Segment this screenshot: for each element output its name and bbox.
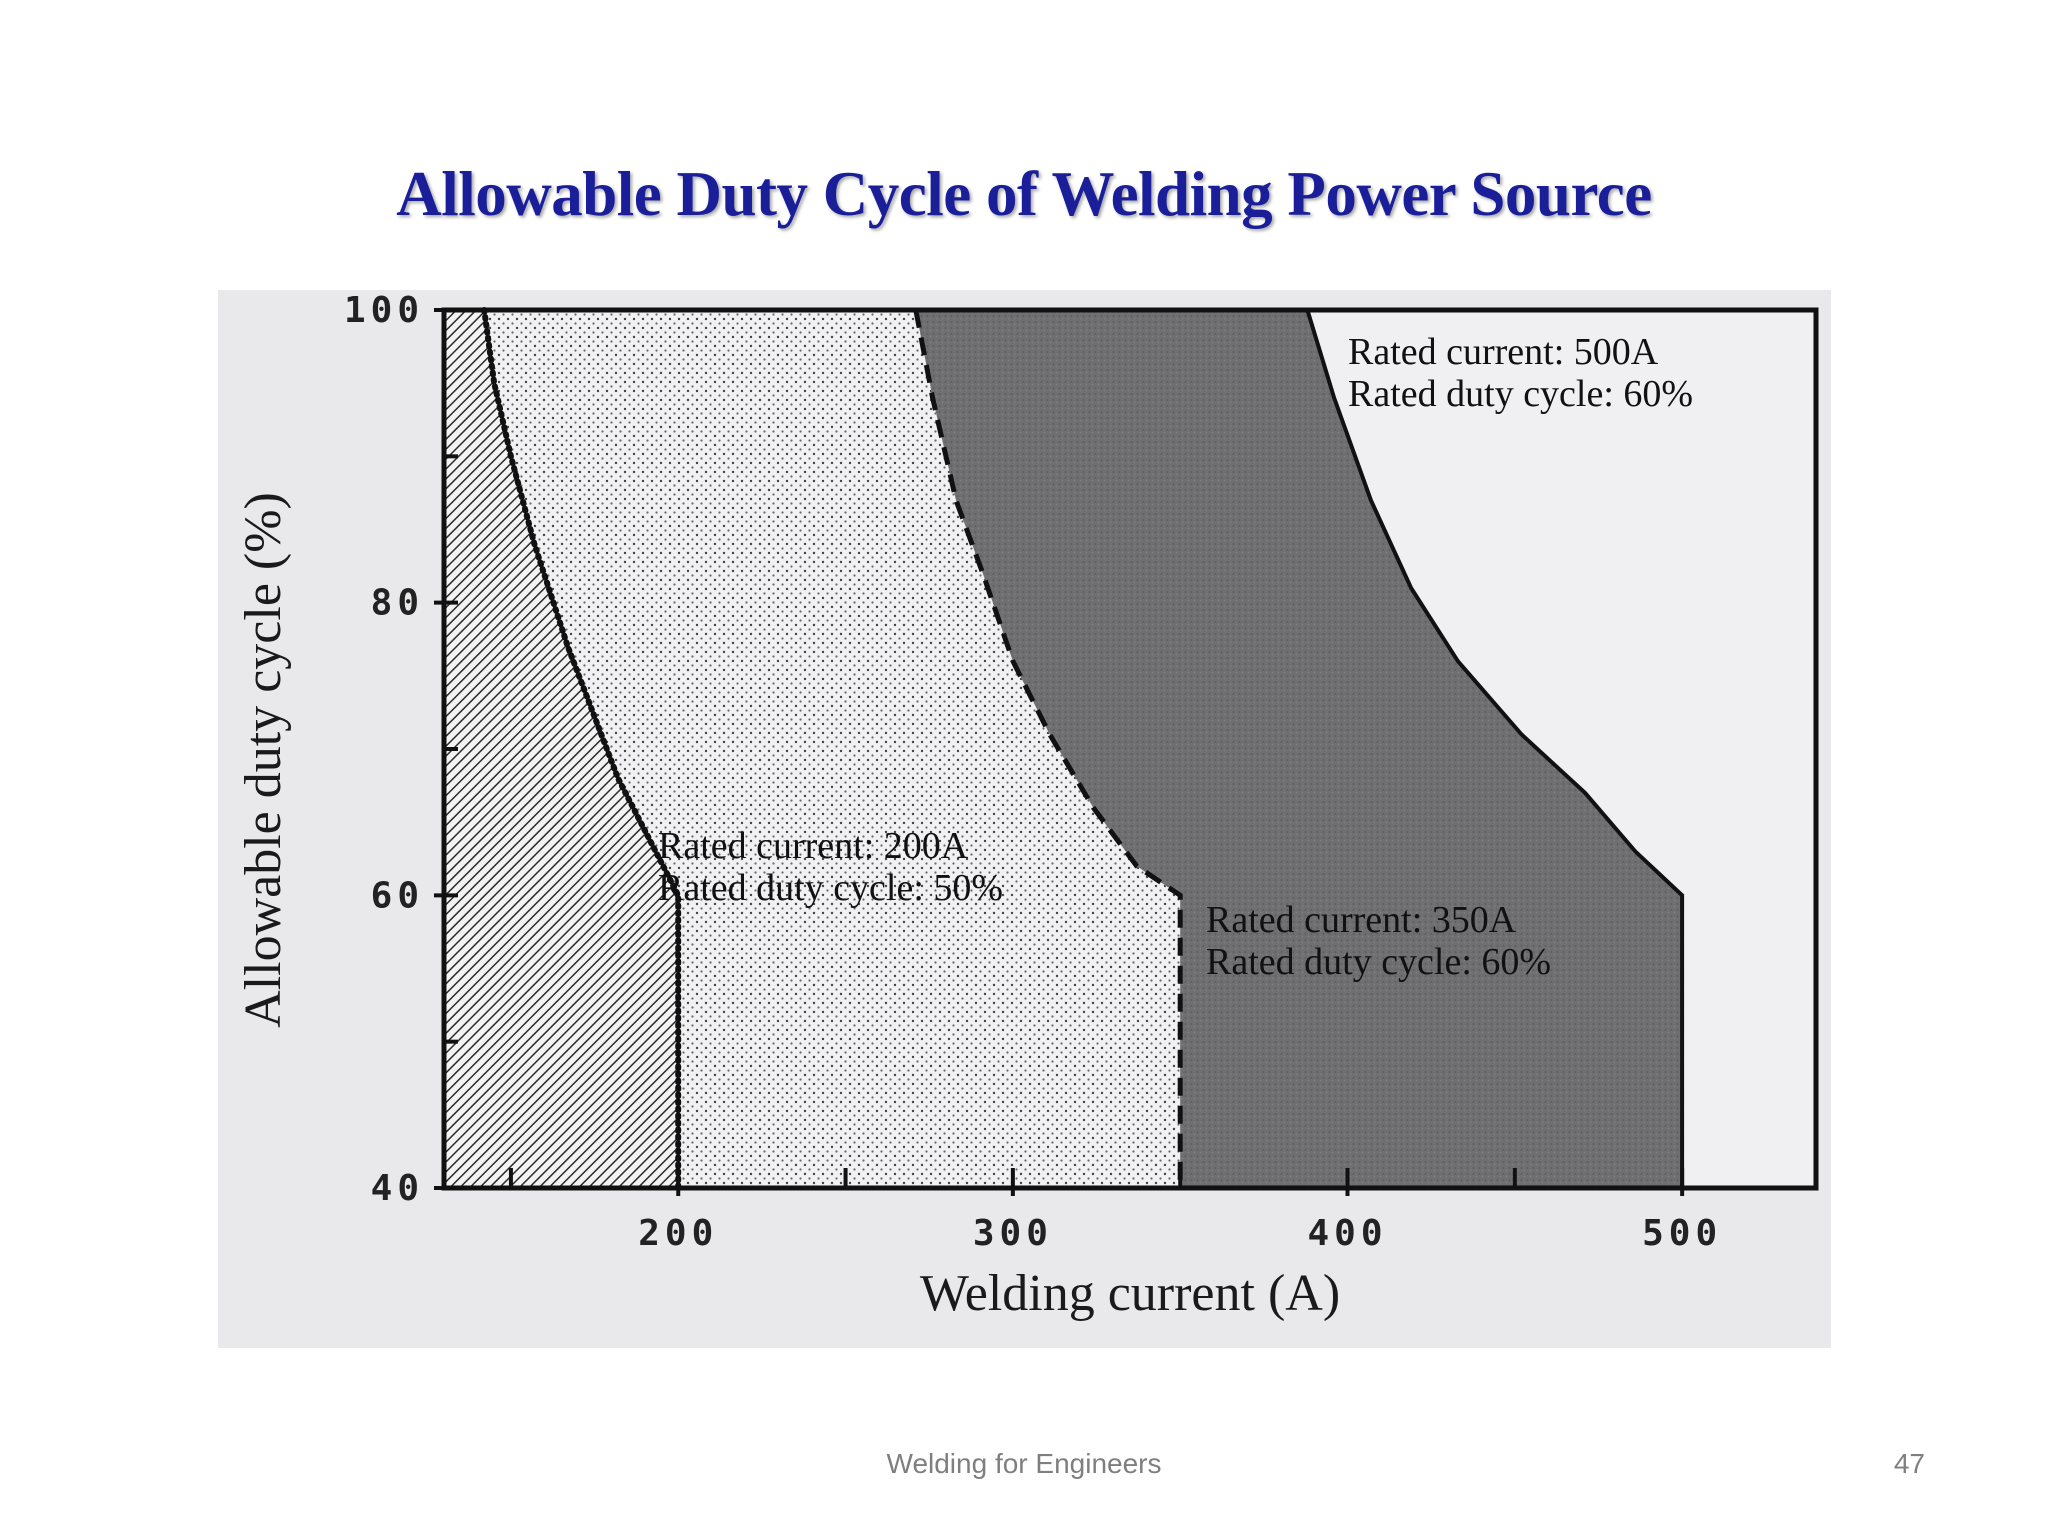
chart-figure: 40 60 80 100 200 300 400 500 Welding current (A)… [218, 290, 1831, 1348]
region-200A [444, 310, 679, 1188]
curve-500A [1305, 309, 1685, 1188]
region-500A [915, 310, 1683, 1188]
y-tick-label: 60 [371, 875, 424, 916]
x-tick-label: 500 [1642, 1213, 1722, 1254]
slide-footer: Welding for Engineers [886, 1448, 1162, 1479]
chart-regions [444, 310, 1816, 1188]
y-tick-label: 40 [371, 1168, 424, 1209]
region-350A [484, 310, 1181, 1188]
curve-350A [913, 309, 1183, 1188]
y-tick-label: 80 [371, 583, 424, 624]
chart-curves [481, 307, 1685, 1191]
y-axis-label: Allowable duty cycle (%) [235, 492, 292, 1028]
x-tick-label: 200 [638, 1213, 718, 1254]
page-number: 47 [1893, 1448, 1925, 1479]
annotation-200A-duty: Rated duty cycle: 50% [658, 867, 1003, 909]
x-tick-label: 300 [973, 1213, 1053, 1254]
duty-cycle-chart: 40 60 80 100 200 300 400 500 Welding current (A)… [235, 290, 1819, 1322]
annotation-200A-current: Rated current: 200A [658, 825, 969, 867]
curve-200A [481, 307, 682, 1191]
annotation-500A-duty: Rated duty cycle: 60% [1348, 373, 1693, 415]
slide-title: Allowable Duty Cycle of Welding Power So… [396, 159, 1652, 229]
chart-axes: 40 60 80 100 200 300 400 500 Welding current (A)… [235, 290, 1819, 1322]
y-tick-label: 100 [344, 290, 424, 331]
annotation-350A-duty: Rated duty cycle: 60% [1206, 941, 1551, 983]
annotation-350A-current: Rated current: 350A [1206, 899, 1517, 941]
x-axis-label: Welding current (A) [920, 1265, 1340, 1322]
annotation-500A-current: Rated current: 500A [1348, 331, 1659, 373]
x-tick-label: 400 [1307, 1213, 1387, 1254]
